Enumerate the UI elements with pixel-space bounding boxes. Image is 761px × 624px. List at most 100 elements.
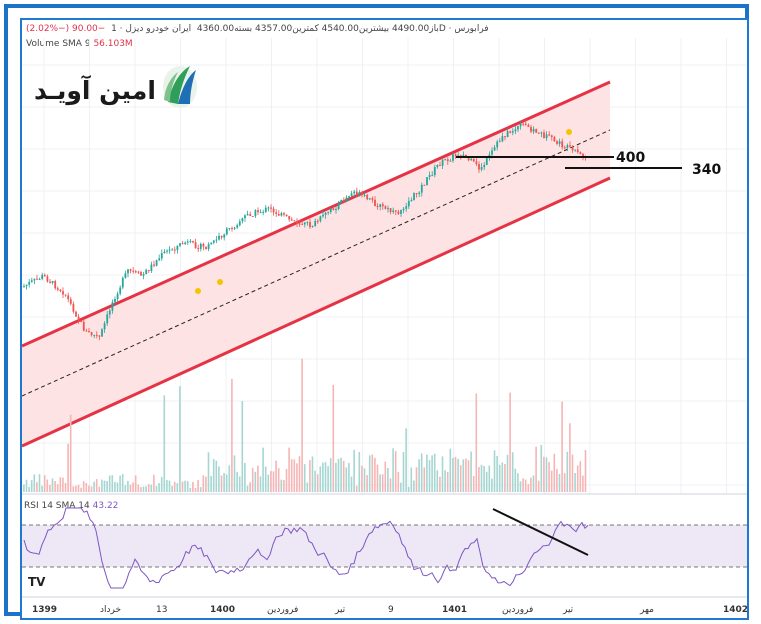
candle-body — [366, 194, 369, 200]
candle-body — [293, 220, 296, 222]
volume-bar — [95, 479, 98, 492]
rsi-label: RSI 14 SMA 14 — [24, 501, 90, 511]
candle-body — [355, 191, 358, 196]
volume-bar — [459, 465, 462, 492]
volume-bar — [571, 454, 574, 492]
candle-body — [345, 197, 348, 202]
outer-frame: (2.02%−) 90.00− باز4490.00 بیشترین4540.0… — [4, 4, 749, 620]
volume-bar — [444, 470, 446, 492]
candle-body — [46, 276, 49, 282]
candle-body — [459, 155, 462, 157]
volume-bar — [413, 480, 415, 492]
volume-bar — [467, 460, 470, 492]
candle-body — [132, 270, 135, 272]
candle-body — [517, 126, 519, 130]
time-axis-label: خرداد — [100, 605, 121, 615]
rsi-band — [22, 525, 747, 567]
volume-bar — [38, 474, 41, 492]
candle-body — [121, 277, 124, 288]
volume-bar — [184, 480, 186, 492]
logo-mark-icon — [163, 66, 197, 108]
candle-body — [236, 225, 239, 228]
candle-body — [527, 124, 530, 128]
volume-bar — [145, 486, 147, 492]
time-axis-label: مهر — [639, 605, 654, 615]
volume-bar — [371, 454, 374, 492]
volume-bar — [298, 456, 301, 492]
candle-body — [150, 264, 153, 271]
candle-body — [244, 215, 246, 219]
volume-bar — [556, 469, 558, 492]
volume-bar — [218, 466, 220, 492]
candle-body — [314, 220, 317, 227]
volume-bar — [205, 476, 207, 492]
volume-bar — [101, 479, 103, 492]
candle-body — [25, 284, 28, 287]
volume-bar — [153, 474, 155, 492]
channel-fill — [22, 82, 610, 446]
candle-body — [579, 152, 582, 154]
volume-bar — [514, 468, 517, 492]
candle-body — [532, 128, 535, 132]
candle-body — [267, 207, 270, 209]
candle-body — [441, 159, 444, 166]
volume-bar — [166, 480, 168, 492]
volume-bar — [374, 457, 376, 492]
candle-body — [36, 278, 38, 280]
candle-body — [418, 192, 421, 195]
volume-bar — [158, 483, 160, 492]
volume-bar — [397, 472, 400, 492]
volume-bar — [137, 484, 140, 492]
volume-bar — [457, 458, 459, 492]
volume-bar — [506, 454, 509, 492]
candle-body — [179, 243, 181, 246]
volume-bar — [111, 475, 114, 492]
volume-bar — [223, 472, 225, 492]
volume-bar — [199, 487, 202, 492]
candle-body — [322, 214, 324, 217]
volume-bar — [530, 477, 532, 492]
volume-bar — [23, 484, 25, 492]
volume-bar — [41, 485, 43, 492]
volume-bar — [288, 447, 290, 492]
candle-body — [90, 332, 93, 336]
candle-body — [478, 164, 480, 170]
candle-body — [509, 131, 512, 133]
volume-bar — [33, 474, 36, 492]
candle-body — [501, 136, 504, 142]
volume-bar — [405, 428, 407, 492]
volume-bar — [142, 486, 145, 492]
volume-bar — [517, 473, 519, 492]
volume-bar — [579, 461, 582, 492]
volume-bar — [449, 448, 452, 492]
candle-body — [283, 213, 285, 215]
candle-body — [280, 213, 283, 216]
event-marker — [195, 288, 201, 294]
candle-body — [415, 193, 418, 195]
rsi-line — [23, 507, 589, 589]
candle-body — [38, 278, 41, 280]
candle-body — [171, 249, 174, 251]
volume-bar — [361, 465, 363, 492]
candle-body — [563, 147, 566, 149]
volume-bar — [225, 474, 228, 492]
volume-bar — [220, 475, 223, 492]
volume-bar — [85, 483, 88, 492]
candle-body — [158, 258, 161, 261]
candle-body — [407, 200, 410, 207]
volume-bar — [324, 462, 327, 492]
candle-body — [259, 212, 262, 214]
candle-body — [363, 194, 366, 196]
volume-bar — [436, 470, 439, 492]
candle-body — [423, 184, 426, 186]
volume-bar — [249, 482, 251, 492]
candle-body — [69, 299, 72, 304]
candle-body — [223, 234, 226, 238]
candle-body — [545, 134, 548, 139]
candle-body — [462, 154, 465, 156]
volume-bar — [366, 475, 368, 492]
volume-bar — [264, 466, 267, 492]
candle-body — [62, 291, 64, 295]
time-axis-label: 1400 — [210, 605, 235, 615]
candle-body — [298, 223, 301, 225]
